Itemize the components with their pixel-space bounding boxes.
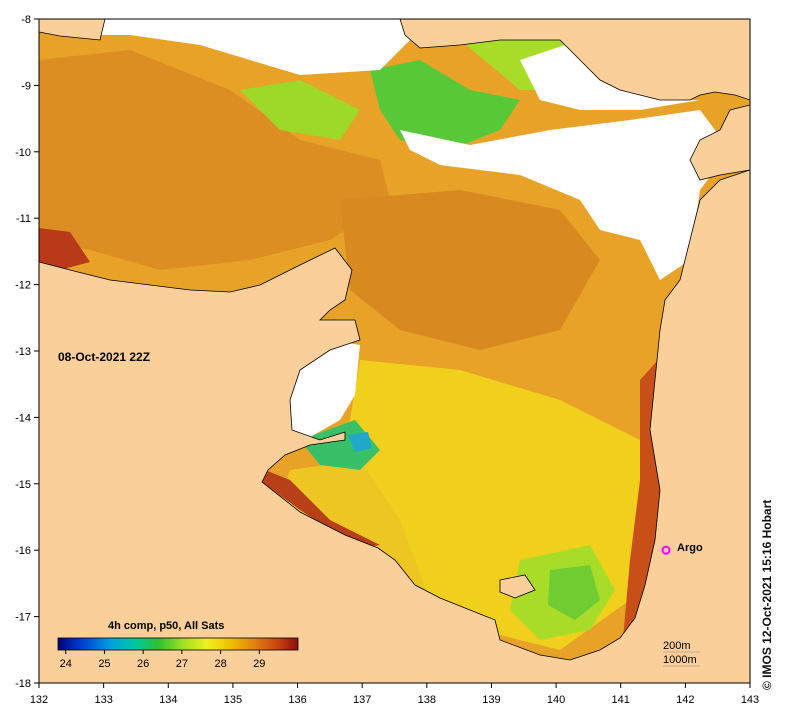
- colorbar-tick-label: 25: [98, 658, 110, 670]
- map-timestamp: 08-Oct-2021 22Z: [58, 350, 150, 364]
- lon-tick-label: 132: [30, 694, 48, 706]
- lat-tick-label: -10: [15, 147, 31, 159]
- contour-legend-1000m: 1000m: [663, 653, 697, 667]
- lon-tick-label: 133: [94, 694, 112, 706]
- lon-tick-label: 141: [612, 694, 630, 706]
- lon-tick-label: 139: [482, 694, 500, 706]
- lon-tick-label: 140: [547, 694, 565, 706]
- lat-tick-label: -11: [16, 213, 31, 225]
- colorbar-tick-label: 28: [214, 658, 226, 670]
- lon-tick-label: 137: [353, 694, 371, 706]
- colorbar-title: 4h comp, p50, All Sats: [108, 620, 224, 632]
- lon-tick-label: 135: [224, 694, 242, 706]
- longitude-axis: 132 133 134 135 136 137 138 139 140 141 142 143: [30, 683, 759, 706]
- colorbar-tick-label: 29: [253, 658, 265, 670]
- lat-tick-label: -15: [15, 479, 31, 491]
- colorbar: [58, 638, 298, 650]
- lon-tick-label: 143: [741, 694, 759, 706]
- colorbar-tick-label: 27: [176, 658, 188, 670]
- lon-tick-label: 138: [418, 694, 436, 706]
- lat-tick-label: -8: [21, 14, 31, 26]
- latitude-axis: -8 -9 -10 -11 -12 -13 -14 -15 -16 -17 -18: [15, 14, 39, 690]
- contour-legend-200m: 200m: [663, 639, 697, 653]
- colorbar-tick-label: 26: [137, 658, 149, 670]
- lat-tick-label: -17: [15, 612, 31, 624]
- colorbar-tick-label: 24: [60, 658, 72, 670]
- lat-tick-label: -14: [15, 412, 31, 424]
- lon-tick-label: 134: [159, 694, 177, 706]
- imos-credit: © IMOS 12-Oct-2021 15:16 Hobart: [760, 490, 774, 690]
- lat-tick-label: -9: [21, 80, 31, 92]
- lat-tick-label: -13: [15, 346, 31, 358]
- lon-tick-label: 136: [288, 694, 306, 706]
- lat-tick-label: -18: [15, 678, 31, 690]
- lat-tick-label: -12: [15, 280, 31, 292]
- contour-legend: 200m 1000m: [663, 639, 697, 667]
- argo-label: Argo: [677, 542, 703, 554]
- lon-tick-label: 142: [676, 694, 694, 706]
- lat-tick-label: -16: [15, 545, 31, 557]
